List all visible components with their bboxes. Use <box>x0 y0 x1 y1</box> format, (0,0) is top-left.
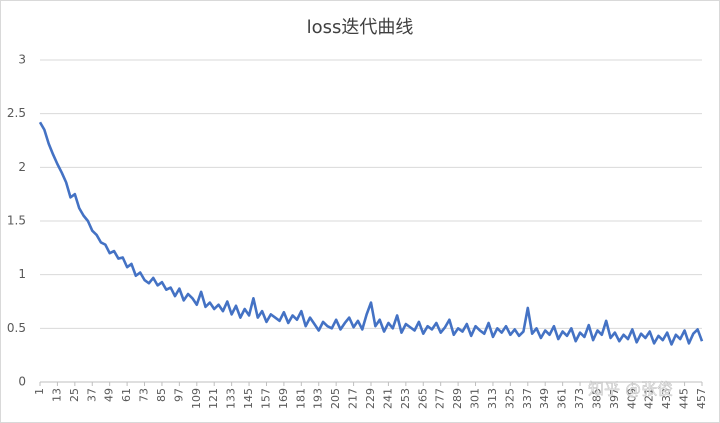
x-tick-label: 325 <box>503 388 516 409</box>
x-tick-label: 289 <box>451 388 464 409</box>
x-tick-label: 145 <box>242 388 255 409</box>
y-tick-label: 2 <box>18 160 26 174</box>
x-tick-label: 397 <box>608 388 621 409</box>
x-tick-label: 205 <box>329 388 342 409</box>
x-tick-label: 433 <box>660 388 673 409</box>
y-tick-label: 2.5 <box>7 106 26 120</box>
x-tick-label: 13 <box>50 388 63 402</box>
x-tick-label: 361 <box>556 388 569 409</box>
x-tick-label: 1 <box>33 388 46 395</box>
x-tick-label: 337 <box>521 388 534 409</box>
watermark: 知乎 @张俊 <box>588 380 673 399</box>
x-tick-label: 385 <box>590 388 603 409</box>
x-tick-label: 97 <box>172 388 185 402</box>
x-tick-label: 109 <box>190 388 203 409</box>
chart-title: loss迭代曲线 <box>307 17 414 38</box>
y-tick-label: 0 <box>18 375 26 389</box>
x-tick-label: 133 <box>225 388 238 409</box>
x-tick-label: 169 <box>277 388 290 409</box>
x-tick-label: 457 <box>695 388 708 409</box>
y-tick-label: 1 <box>18 267 26 281</box>
x-tick-label: 25 <box>68 388 81 402</box>
x-tick-label: 349 <box>538 388 551 409</box>
x-tick-label: 229 <box>364 388 377 409</box>
x-tick-label: 73 <box>138 388 151 402</box>
x-tick-label: 241 <box>381 388 394 409</box>
x-tick-label: 49 <box>103 388 116 402</box>
y-tick-label: 1.5 <box>7 214 26 228</box>
x-tick-label: 301 <box>469 388 482 409</box>
y-tick-label: 3 <box>18 53 26 67</box>
x-tick-label: 445 <box>678 388 691 409</box>
x-tick-label: 85 <box>155 388 168 402</box>
x-tick-label: 421 <box>643 388 656 409</box>
x-tick-label: 409 <box>625 388 638 409</box>
x-tick-label: 265 <box>416 388 429 409</box>
x-tick-label: 277 <box>434 388 447 409</box>
x-tick-label: 181 <box>294 388 307 409</box>
x-tick-label: 217 <box>347 388 360 409</box>
x-tick-label: 37 <box>85 388 98 402</box>
x-tick-label: 253 <box>399 388 412 409</box>
x-tick-label: 193 <box>312 388 325 409</box>
loss-line <box>38 121 704 346</box>
x-tick-label: 313 <box>486 388 499 409</box>
x-tick-label: 61 <box>120 388 133 402</box>
x-tick-label: 157 <box>259 388 272 409</box>
y-tick-label: 0.5 <box>7 321 26 335</box>
x-tick-label: 121 <box>207 388 220 409</box>
x-tick-label: 373 <box>573 388 586 409</box>
